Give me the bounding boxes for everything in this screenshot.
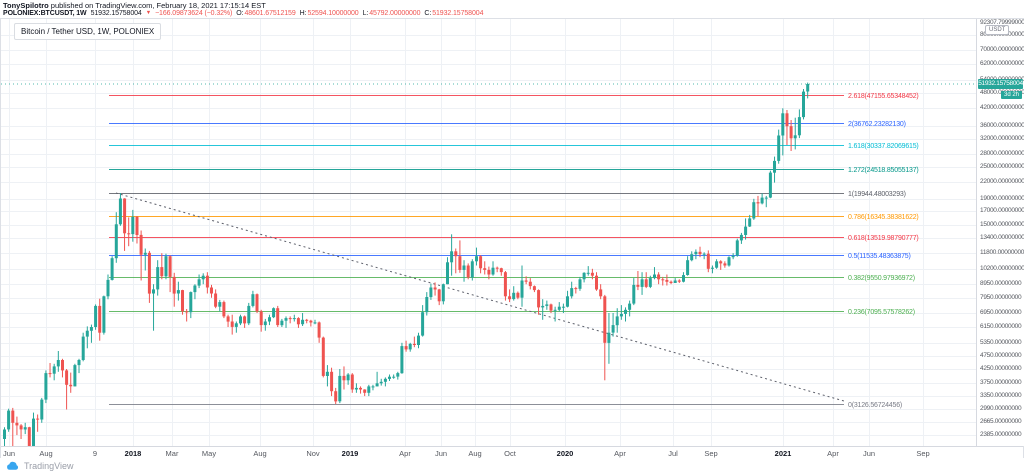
time-tick-label: 9: [92, 449, 98, 458]
price-tick-label: 8950.00000000: [980, 280, 1022, 288]
grid-layer: [1, 19, 976, 446]
price-tick-label: 17000.00000000: [980, 207, 1024, 215]
price-tick-label: 13400.00000000: [980, 234, 1024, 242]
time-tick-label: Sep: [704, 449, 718, 458]
price-tick-label: 11800.00000000: [980, 248, 1024, 256]
time-tick-label: 2020: [556, 449, 574, 458]
price-tick-label: 36000.00000000: [980, 121, 1024, 129]
time-tick-label: 2021: [774, 449, 792, 458]
bar-close-countdown: 3d 2h: [1000, 90, 1022, 99]
open-label: O:: [236, 9, 244, 17]
time-tick-label: Jun: [434, 449, 448, 458]
price-axis[interactable]: 2385.00000000 2665.00000000 2990.00000000 3…: [976, 19, 1024, 446]
symbol-name: POLONIEX:BTCUSDT, 1W: [3, 9, 87, 17]
price-tick-label: 25000.00000000: [980, 163, 1024, 171]
time-tick-label: Jun: [2, 449, 16, 458]
svg-text:2.618(47155.65348452): 2.618(47155.65348452): [848, 93, 919, 100]
high-value: 52594.10000000: [307, 9, 359, 17]
price-tick-label: 15000.00000000: [980, 221, 1024, 229]
published-header: TonySpilotro published on TradingView.co…: [3, 0, 1021, 18]
price-tick-label: 70000.00000000: [980, 46, 1024, 54]
price-tick-label: 92307.79999000: [980, 19, 1024, 26]
last-price: 51932.15758004: [90, 9, 142, 17]
price-tick-label: 2990.00000000: [980, 405, 1022, 413]
candles-layer: [3, 82, 810, 465]
last-price-axis-label: 51932.15758004: [978, 79, 1023, 89]
time-tick-label: Sep: [916, 449, 930, 458]
price-tick-label: 2385.00000000: [980, 430, 1022, 438]
chart-widget: 2.618(47155.65348452) 2(36762.23282130) 1.…: [0, 18, 1024, 465]
close-value: 51932.15758004: [432, 9, 484, 17]
footer: TradingView: [6, 459, 74, 473]
price-tick-label: 28000.00000000: [980, 150, 1024, 158]
fib-retracement-layer: 2.618(47155.65348452) 2(36762.23282130) 1.…: [109, 93, 919, 409]
price-tick-label: 4250.00000000: [980, 365, 1022, 373]
low-label: L:: [362, 9, 369, 17]
price-tick-label: 5350.00000000: [980, 338, 1022, 346]
down-arrow-icon: ▼: [145, 9, 152, 16]
price-tick-label: 10200.00000000: [980, 265, 1024, 273]
time-tick-label: Mar: [165, 449, 179, 458]
chart-plot-area[interactable]: 2.618(47155.65348452) 2(36762.23282130) 1.…: [1, 19, 976, 465]
time-tick-label: Aug: [468, 449, 482, 458]
svg-text:0.786(16345.38381622): 0.786(16345.38381622): [848, 214, 919, 221]
time-tick-label: Aug: [39, 449, 53, 458]
symbol-ohlc-line: POLONIEX:BTCUSDT, 1W 51932.15758004 ▼ −1…: [3, 10, 483, 17]
low-value: 45792.00000000: [369, 9, 421, 17]
time-tick-label: 2018: [124, 449, 142, 458]
price-tick-label: 3750.00000000: [980, 379, 1022, 387]
svg-text:2(36762.23282130): 2(36762.23282130): [848, 121, 906, 128]
time-tick-label: Nov: [306, 449, 320, 458]
close-label: C:: [424, 9, 432, 17]
svg-text:0.382(9550.97936972): 0.382(9550.97936972): [848, 275, 915, 282]
price-tick-label: 6150.00000000: [980, 322, 1022, 330]
time-tick-label: Oct: [504, 449, 516, 458]
byline: TonySpilotro published on TradingView.co…: [3, 1, 266, 10]
svg-text:0(3126.56724456): 0(3126.56724456): [848, 402, 902, 409]
open-value: 48601.67512159: [244, 9, 296, 17]
time-tick-label: Aug: [253, 449, 267, 458]
svg-text:1.272(24518.85055137): 1.272(24518.85055137): [848, 167, 919, 174]
time-tick-label: Apr: [399, 449, 411, 458]
price-tick-label: 19000.00000000: [980, 194, 1024, 202]
candlestick-chart[interactable]: 2.618(47155.65348452) 2(36762.23282130) 1.…: [1, 19, 976, 465]
price-tick-label: 62000.00000000: [980, 59, 1024, 67]
svg-text:0.618(13519.98790777): 0.618(13519.98790777): [848, 235, 919, 242]
time-tick-label: 2019: [341, 449, 359, 458]
time-tick-label: Apr: [614, 449, 626, 458]
time-tick-label: Apr: [827, 449, 839, 458]
time-axis[interactable]: Jun Aug 9 2018 Mar May Aug Nov 2019 Apr Jun Aug Oct 2…: [1, 446, 1023, 458]
price-tick-label: 4750.00000000: [980, 352, 1022, 360]
price-tick-label: 42000.00000000: [980, 104, 1024, 112]
price-tick-label: 3350.00000000: [980, 392, 1022, 400]
currency-badge[interactable]: USDT: [985, 25, 1010, 35]
svg-text:0.236(7095.57578262): 0.236(7095.57578262): [848, 309, 915, 316]
byline-text: published on TradingView.com, February 1…: [48, 1, 266, 10]
trendline-layer: [115, 192, 845, 402]
svg-text:0.5(11535.48363875): 0.5(11535.48363875): [848, 253, 911, 260]
svg-text:1(19944.48003293): 1(19944.48003293): [848, 191, 906, 198]
price-tick-label: 32000.00000000: [980, 135, 1024, 143]
price-tick-label: 22000.00000000: [980, 177, 1024, 185]
time-tick-label: Jul: [668, 449, 678, 458]
tradingview-logo-icon[interactable]: [6, 460, 19, 473]
author-name: TonySpilotro: [3, 1, 49, 10]
time-tick-label: May: [201, 449, 217, 458]
chart-legend[interactable]: Bitcoin / Tether USD, 1W, POLONIEX: [14, 23, 162, 40]
tradingview-brand-text[interactable]: TradingView: [24, 461, 74, 471]
time-tick-label: Jun: [862, 449, 876, 458]
price-change: −166.09873624 (−0.32%): [155, 9, 233, 17]
price-tick-label: 2665.00000000: [980, 418, 1022, 426]
high-label: H:: [299, 9, 307, 17]
price-tick-label: 6950.00000000: [980, 309, 1022, 317]
price-tick-label: 7950.00000000: [980, 293, 1022, 301]
svg-text:1.618(30337.82069615): 1.618(30337.82069615): [848, 143, 919, 150]
